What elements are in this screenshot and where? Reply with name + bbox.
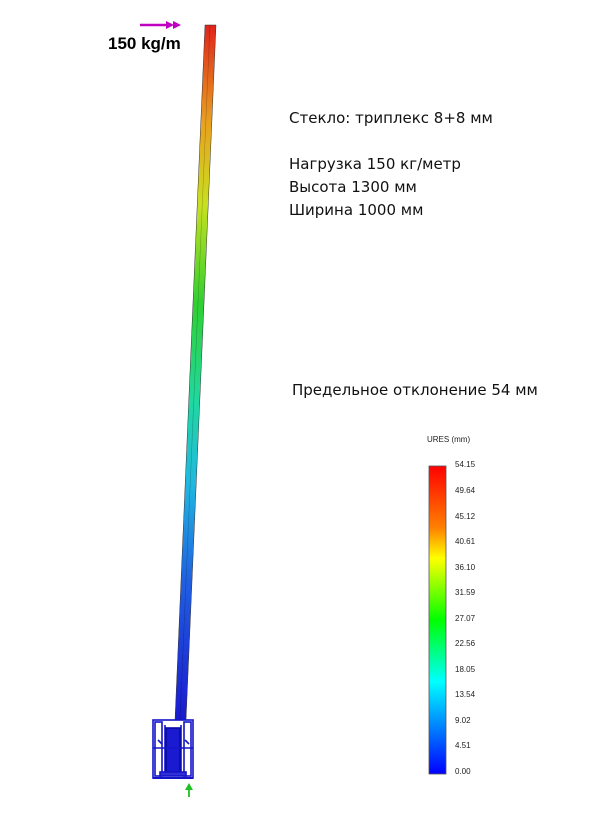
legend-tick: 4.51 — [455, 741, 471, 750]
legend-tick: 49.64 — [455, 486, 476, 495]
width-info: Ширина 1000 мм — [289, 201, 424, 219]
legend-tick: 18.05 — [455, 665, 476, 674]
legend-tick: 27.07 — [455, 614, 476, 623]
legend-tick: 45.12 — [455, 512, 476, 521]
base-profile — [152, 719, 194, 779]
legend-title: URES (mm) — [427, 435, 471, 444]
legend-tick: 13.54 — [455, 690, 476, 699]
legend-tick: 9.02 — [455, 716, 471, 725]
glass-panel — [174, 24, 217, 721]
load-arrow-icon — [140, 21, 181, 29]
legend-tick: 40.61 — [455, 537, 476, 546]
legend-tick: 22.56 — [455, 639, 476, 648]
legend-tick: 54.15 — [455, 460, 476, 469]
glass-info: Стекло: триплекс 8+8 мм — [289, 109, 493, 127]
glass-center-line — [179, 24, 211, 721]
legend-tick: 31.59 — [455, 588, 476, 597]
legend-tick: 0.00 — [455, 767, 471, 776]
height-info: Высота 1300 мм — [289, 178, 417, 196]
legend-tick: 36.10 — [455, 563, 476, 572]
legend-color-bar — [428, 465, 447, 775]
load-label: 150 kg/m — [108, 34, 181, 53]
support-arrow-icon — [185, 783, 193, 797]
load-info: Нагрузка 150 кг/метр — [289, 155, 461, 173]
max-deflection-info: Предельное отклонение 54 мм — [292, 381, 538, 399]
